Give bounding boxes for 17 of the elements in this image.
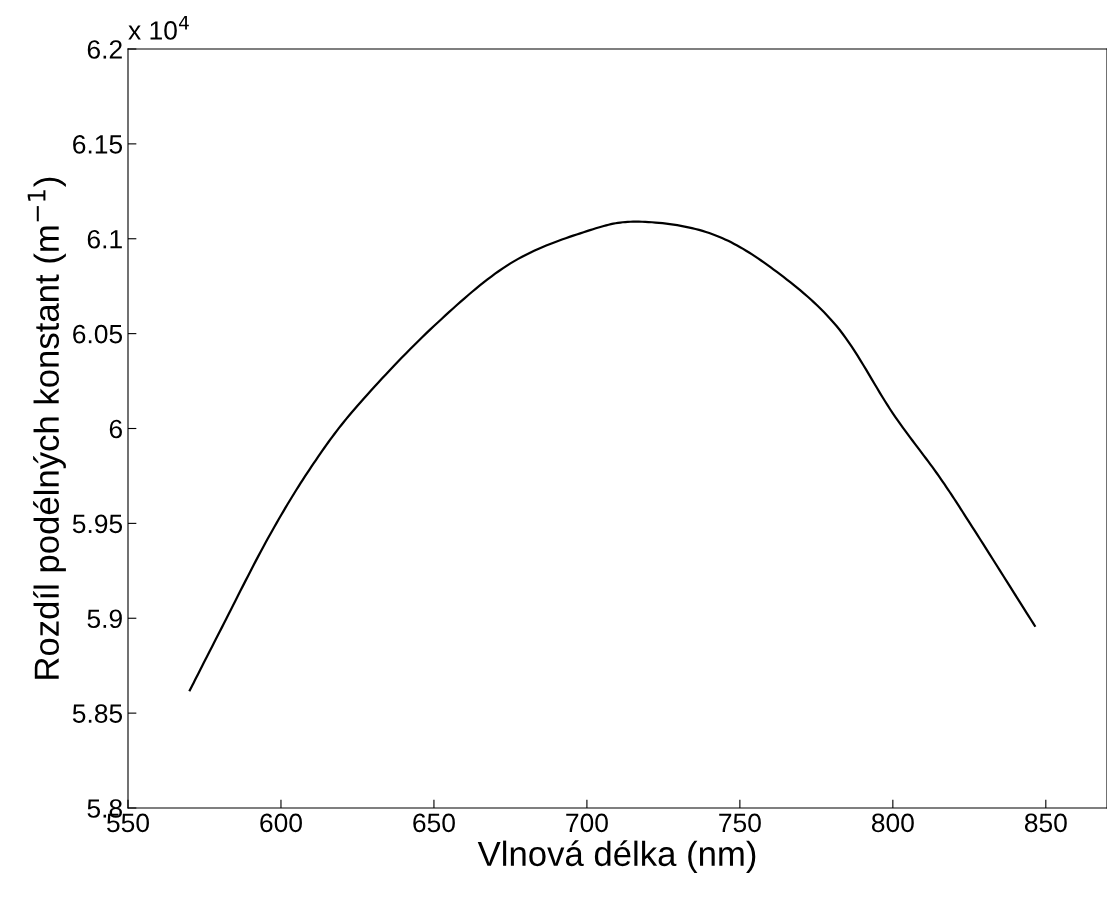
x-tick-label: 600 bbox=[260, 813, 302, 833]
x-tick-label: 800 bbox=[871, 813, 914, 833]
y-tick-label: 6.2 bbox=[87, 40, 122, 59]
y-tick-label: 6.15 bbox=[73, 135, 123, 154]
y-tick-label: 6.1 bbox=[87, 229, 122, 249]
y-tick-label: 5.9 bbox=[87, 609, 122, 629]
x-tick-label: 750 bbox=[719, 813, 761, 833]
text: x 10$^{4}$ bbox=[128, 15, 189, 40]
y-tick-label: 5.95 bbox=[72, 514, 123, 534]
y-axis-title: Rozdíl podélných konstant (m$^{−1}$) bbox=[27, 177, 66, 679]
x-tick-label: 850 bbox=[1024, 813, 1067, 833]
y-tick-label: 6 bbox=[109, 419, 122, 439]
y-tick-label: 5.85 bbox=[72, 704, 123, 723]
x-tick-label: 700 bbox=[566, 813, 608, 833]
x-tick-label: 650 bbox=[413, 813, 455, 833]
y-tick-label: 6.05 bbox=[73, 324, 123, 344]
x-axis-title: Vlnová délka (nm) bbox=[477, 840, 756, 873]
